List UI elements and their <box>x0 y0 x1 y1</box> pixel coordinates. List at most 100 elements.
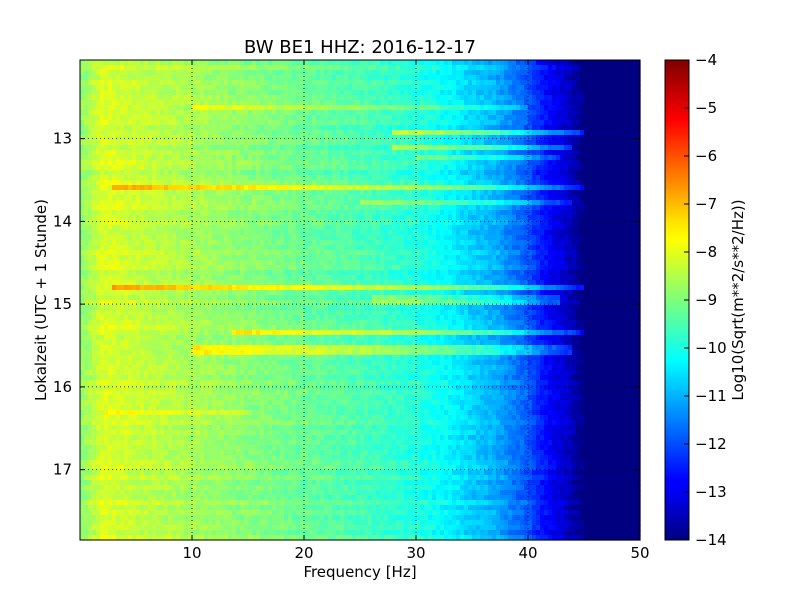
heatmap-cell <box>280 90 285 96</box>
heatmap-cell <box>372 135 377 141</box>
heatmap-cell <box>244 225 249 231</box>
heatmap-cell <box>576 215 581 221</box>
heatmap-cell <box>316 60 321 66</box>
heatmap-cell <box>184 95 189 101</box>
heatmap-cell <box>488 160 493 166</box>
heatmap-cell <box>164 145 169 151</box>
heatmap-cell <box>84 105 89 111</box>
heatmap-cell <box>616 115 621 121</box>
heatmap-cell <box>108 120 113 126</box>
heatmap-cell <box>272 125 277 131</box>
heatmap-cell <box>568 230 573 236</box>
heatmap-cell <box>412 190 417 196</box>
heatmap-cell <box>112 90 117 96</box>
heatmap-cell <box>600 215 605 221</box>
heatmap-cell <box>108 165 113 171</box>
heatmap-cell <box>392 200 397 206</box>
heatmap-cell <box>80 215 85 221</box>
heatmap-cell <box>92 60 97 66</box>
heatmap-cell <box>592 175 597 181</box>
heatmap-cell <box>492 225 497 231</box>
heatmap-cell <box>128 205 133 211</box>
heatmap-cell <box>608 145 613 151</box>
heatmap-cell <box>392 150 397 156</box>
heatmap-cell <box>336 140 341 146</box>
heatmap-cell <box>448 170 453 176</box>
heatmap-cell <box>372 120 377 126</box>
heatmap-cell <box>160 125 165 131</box>
heatmap-cell <box>544 195 549 201</box>
heatmap-cell <box>220 180 225 186</box>
heatmap-cell <box>564 230 569 236</box>
heatmap-cell <box>604 90 609 96</box>
heatmap-cell <box>412 110 417 116</box>
heatmap-cell <box>436 95 441 101</box>
heatmap-cell <box>180 75 185 81</box>
heatmap-cell <box>272 160 277 166</box>
heatmap-cell <box>484 225 489 231</box>
heatmap-cell <box>108 170 113 176</box>
heatmap-cell <box>356 60 361 66</box>
heatmap-cell <box>348 235 353 241</box>
heatmap-cell <box>324 150 329 156</box>
heatmap-cell <box>540 80 545 86</box>
heatmap-cell <box>320 220 325 226</box>
heatmap-cell <box>404 215 409 221</box>
heatmap-cell <box>548 120 553 126</box>
heatmap-cell <box>520 125 525 131</box>
heatmap-cell <box>276 105 281 111</box>
heatmap-cell <box>488 225 493 231</box>
heatmap-cell <box>116 75 121 81</box>
heatmap-cell <box>292 230 297 236</box>
heatmap-cell <box>92 130 97 136</box>
heatmap-cell <box>84 125 89 131</box>
heatmap-cell <box>328 215 333 221</box>
heatmap-cell <box>464 155 469 161</box>
heatmap-cell <box>268 120 273 126</box>
heatmap-cell <box>632 190 637 196</box>
heatmap-cell <box>320 180 325 186</box>
heatmap-cell <box>428 180 433 186</box>
heatmap-cell <box>212 165 217 171</box>
heatmap-cell <box>188 115 193 121</box>
heatmap-cell <box>208 75 213 81</box>
heatmap-cell <box>472 150 477 156</box>
heatmap-cell <box>540 120 545 126</box>
heatmap-cell <box>512 140 517 146</box>
heatmap-cell <box>148 220 153 226</box>
heatmap-cell <box>468 80 473 86</box>
heatmap-cell <box>528 145 533 151</box>
heatmap-cell <box>132 155 137 161</box>
heatmap-cell <box>404 145 409 151</box>
heatmap-cell <box>572 145 577 151</box>
heatmap-cell <box>152 215 157 221</box>
heatmap-cell <box>276 200 281 206</box>
heatmap-cell <box>108 100 113 106</box>
heatmap-cell <box>120 80 125 86</box>
heatmap-cell <box>280 65 285 71</box>
heatmap-cell <box>340 180 345 186</box>
heatmap-cell <box>488 175 493 181</box>
heatmap-cell <box>156 65 161 71</box>
heatmap-cell <box>188 195 193 201</box>
heatmap-cell <box>216 145 221 151</box>
heatmap-cell <box>204 225 209 231</box>
heatmap-cell <box>404 65 409 71</box>
heatmap-cell <box>260 190 265 196</box>
heatmap-cell <box>620 210 625 216</box>
heatmap-cell <box>344 145 349 151</box>
heatmap-cell <box>176 175 181 181</box>
heatmap-cell <box>516 230 521 236</box>
heatmap-cell <box>448 100 453 106</box>
heatmap-cell <box>272 150 277 156</box>
heatmap-cell <box>484 85 489 91</box>
heatmap-cell <box>160 135 165 141</box>
heatmap-cell <box>608 155 613 161</box>
heatmap-cell <box>200 125 205 131</box>
heatmap-cell <box>336 180 341 186</box>
heatmap-cell <box>632 145 637 151</box>
heatmap-cell <box>524 145 529 151</box>
heatmap-cell <box>504 165 509 171</box>
heatmap-cell <box>452 65 457 71</box>
heatmap-cell <box>212 95 217 101</box>
